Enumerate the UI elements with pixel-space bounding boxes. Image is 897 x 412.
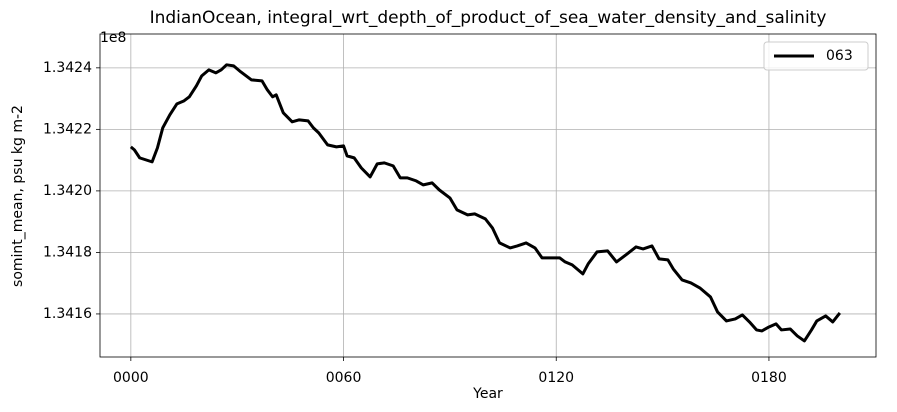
y-axis-label: somint_mean, psu kg m-2 bbox=[10, 105, 26, 287]
x-axis-label: Year bbox=[472, 386, 503, 402]
y-tick-label: 1.3422 bbox=[43, 121, 92, 137]
legend-label: 063 bbox=[826, 48, 853, 64]
legend-box bbox=[763, 41, 869, 71]
y-tick-label: 1.3418 bbox=[43, 244, 92, 260]
y-offset-label: 1e8 bbox=[100, 30, 126, 46]
x-tick-label: 0000 bbox=[113, 370, 149, 386]
y-tick-label: 1.3424 bbox=[43, 60, 92, 76]
chart-title: IndianOcean, integral_wrt_depth_of_produ… bbox=[150, 8, 827, 28]
x-tick-label: 0180 bbox=[751, 370, 787, 386]
x-tick-label: 0060 bbox=[326, 370, 362, 386]
y-tick-label: 1.3416 bbox=[43, 306, 92, 322]
legend: 063 bbox=[763, 41, 869, 71]
x-tick-label: 0120 bbox=[538, 370, 574, 386]
axes-frame bbox=[99, 33, 877, 358]
y-tick-label: 1.3420 bbox=[43, 183, 92, 199]
data-line bbox=[129, 63, 842, 343]
